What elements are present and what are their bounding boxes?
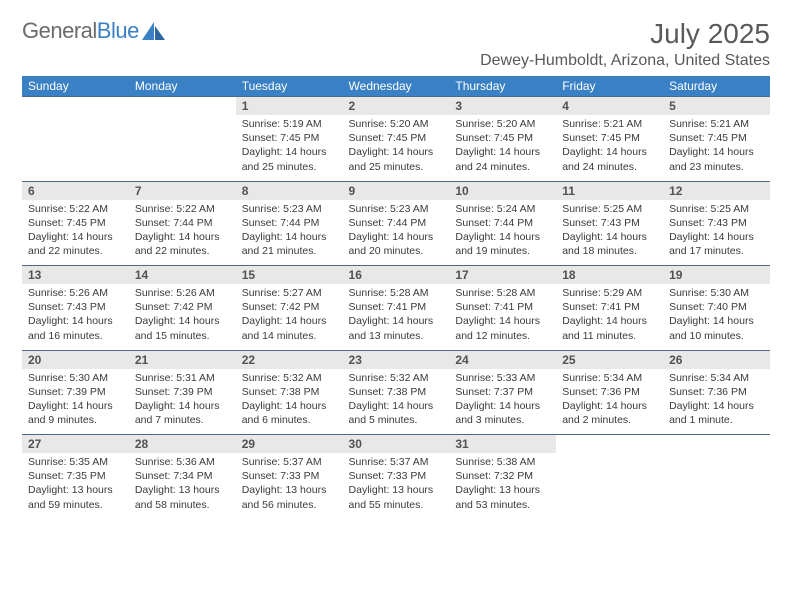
month-title: July 2025 — [650, 18, 770, 50]
day-detail: Sunrise: 5:38 AMSunset: 7:32 PMDaylight:… — [449, 453, 556, 519]
day-number: 28 — [129, 435, 236, 454]
empty-cell — [129, 115, 236, 181]
day-detail: Sunrise: 5:20 AMSunset: 7:45 PMDaylight:… — [449, 115, 556, 181]
day-detail: Sunrise: 5:37 AMSunset: 7:33 PMDaylight:… — [236, 453, 343, 519]
empty-cell — [22, 97, 129, 116]
day-number-row: 6789101112 — [22, 181, 770, 200]
day-number: 2 — [343, 97, 450, 116]
day-number-row: 12345 — [22, 97, 770, 116]
day-number: 30 — [343, 435, 450, 454]
day-number: 25 — [556, 350, 663, 369]
day-number: 11 — [556, 181, 663, 200]
day-number: 6 — [22, 181, 129, 200]
empty-cell — [22, 115, 129, 181]
day-number: 26 — [663, 350, 770, 369]
day-detail: Sunrise: 5:32 AMSunset: 7:38 PMDaylight:… — [236, 369, 343, 435]
weekday-header: Thursday — [449, 76, 556, 97]
logo-text: GeneralBlue — [22, 18, 139, 44]
day-detail: Sunrise: 5:35 AMSunset: 7:35 PMDaylight:… — [22, 453, 129, 519]
day-detail: Sunrise: 5:23 AMSunset: 7:44 PMDaylight:… — [236, 200, 343, 266]
day-detail: Sunrise: 5:34 AMSunset: 7:36 PMDaylight:… — [556, 369, 663, 435]
day-detail: Sunrise: 5:37 AMSunset: 7:33 PMDaylight:… — [343, 453, 450, 519]
logo: GeneralBlue — [22, 18, 167, 44]
day-detail: Sunrise: 5:21 AMSunset: 7:45 PMDaylight:… — [663, 115, 770, 181]
day-detail: Sunrise: 5:21 AMSunset: 7:45 PMDaylight:… — [556, 115, 663, 181]
day-detail-row: Sunrise: 5:26 AMSunset: 7:43 PMDaylight:… — [22, 284, 770, 350]
day-detail: Sunrise: 5:33 AMSunset: 7:37 PMDaylight:… — [449, 369, 556, 435]
weekday-header-row: SundayMondayTuesdayWednesdayThursdayFrid… — [22, 76, 770, 97]
day-number: 15 — [236, 266, 343, 285]
day-detail: Sunrise: 5:30 AMSunset: 7:40 PMDaylight:… — [663, 284, 770, 350]
day-number-row: 13141516171819 — [22, 266, 770, 285]
day-number: 23 — [343, 350, 450, 369]
day-detail: Sunrise: 5:24 AMSunset: 7:44 PMDaylight:… — [449, 200, 556, 266]
day-number: 21 — [129, 350, 236, 369]
day-number: 29 — [236, 435, 343, 454]
day-number: 10 — [449, 181, 556, 200]
day-detail: Sunrise: 5:34 AMSunset: 7:36 PMDaylight:… — [663, 369, 770, 435]
logo-word-b: Blue — [97, 18, 139, 43]
day-number: 27 — [22, 435, 129, 454]
day-number: 22 — [236, 350, 343, 369]
day-number: 3 — [449, 97, 556, 116]
empty-cell — [556, 435, 663, 454]
day-number: 4 — [556, 97, 663, 116]
day-number: 8 — [236, 181, 343, 200]
day-detail: Sunrise: 5:26 AMSunset: 7:42 PMDaylight:… — [129, 284, 236, 350]
logo-word-a: General — [22, 18, 97, 43]
empty-cell — [556, 453, 663, 519]
day-detail: Sunrise: 5:22 AMSunset: 7:45 PMDaylight:… — [22, 200, 129, 266]
day-number: 18 — [556, 266, 663, 285]
day-number: 16 — [343, 266, 450, 285]
day-detail: Sunrise: 5:30 AMSunset: 7:39 PMDaylight:… — [22, 369, 129, 435]
day-number: 20 — [22, 350, 129, 369]
day-detail: Sunrise: 5:36 AMSunset: 7:34 PMDaylight:… — [129, 453, 236, 519]
day-number: 7 — [129, 181, 236, 200]
day-detail-row: Sunrise: 5:30 AMSunset: 7:39 PMDaylight:… — [22, 369, 770, 435]
day-number: 12 — [663, 181, 770, 200]
empty-cell — [129, 97, 236, 116]
day-detail: Sunrise: 5:20 AMSunset: 7:45 PMDaylight:… — [343, 115, 450, 181]
empty-cell — [663, 435, 770, 454]
day-number-row: 2728293031 — [22, 435, 770, 454]
day-detail: Sunrise: 5:19 AMSunset: 7:45 PMDaylight:… — [236, 115, 343, 181]
day-detail: Sunrise: 5:31 AMSunset: 7:39 PMDaylight:… — [129, 369, 236, 435]
day-detail: Sunrise: 5:25 AMSunset: 7:43 PMDaylight:… — [663, 200, 770, 266]
location-subtitle: Dewey-Humboldt, Arizona, United States — [22, 52, 770, 70]
empty-cell — [663, 453, 770, 519]
day-detail: Sunrise: 5:28 AMSunset: 7:41 PMDaylight:… — [343, 284, 450, 350]
day-number: 19 — [663, 266, 770, 285]
weekday-header: Friday — [556, 76, 663, 97]
day-number: 17 — [449, 266, 556, 285]
day-number: 31 — [449, 435, 556, 454]
day-detail: Sunrise: 5:26 AMSunset: 7:43 PMDaylight:… — [22, 284, 129, 350]
day-detail: Sunrise: 5:32 AMSunset: 7:38 PMDaylight:… — [343, 369, 450, 435]
day-number: 14 — [129, 266, 236, 285]
day-number: 24 — [449, 350, 556, 369]
day-detail: Sunrise: 5:22 AMSunset: 7:44 PMDaylight:… — [129, 200, 236, 266]
day-number: 1 — [236, 97, 343, 116]
logo-sail-icon — [141, 20, 167, 42]
header: GeneralBlue July 2025 — [22, 18, 770, 50]
day-detail: Sunrise: 5:29 AMSunset: 7:41 PMDaylight:… — [556, 284, 663, 350]
day-detail: Sunrise: 5:25 AMSunset: 7:43 PMDaylight:… — [556, 200, 663, 266]
day-detail-row: Sunrise: 5:22 AMSunset: 7:45 PMDaylight:… — [22, 200, 770, 266]
weekday-header: Monday — [129, 76, 236, 97]
day-number: 9 — [343, 181, 450, 200]
day-detail-row: Sunrise: 5:35 AMSunset: 7:35 PMDaylight:… — [22, 453, 770, 519]
day-detail-row: Sunrise: 5:19 AMSunset: 7:45 PMDaylight:… — [22, 115, 770, 181]
day-detail: Sunrise: 5:27 AMSunset: 7:42 PMDaylight:… — [236, 284, 343, 350]
weekday-header: Wednesday — [343, 76, 450, 97]
day-detail: Sunrise: 5:23 AMSunset: 7:44 PMDaylight:… — [343, 200, 450, 266]
day-number: 5 — [663, 97, 770, 116]
weekday-header: Tuesday — [236, 76, 343, 97]
calendar-grid: SundayMondayTuesdayWednesdayThursdayFrid… — [22, 76, 770, 519]
day-number-row: 20212223242526 — [22, 350, 770, 369]
day-number: 13 — [22, 266, 129, 285]
day-detail: Sunrise: 5:28 AMSunset: 7:41 PMDaylight:… — [449, 284, 556, 350]
weekday-header: Sunday — [22, 76, 129, 97]
weekday-header: Saturday — [663, 76, 770, 97]
